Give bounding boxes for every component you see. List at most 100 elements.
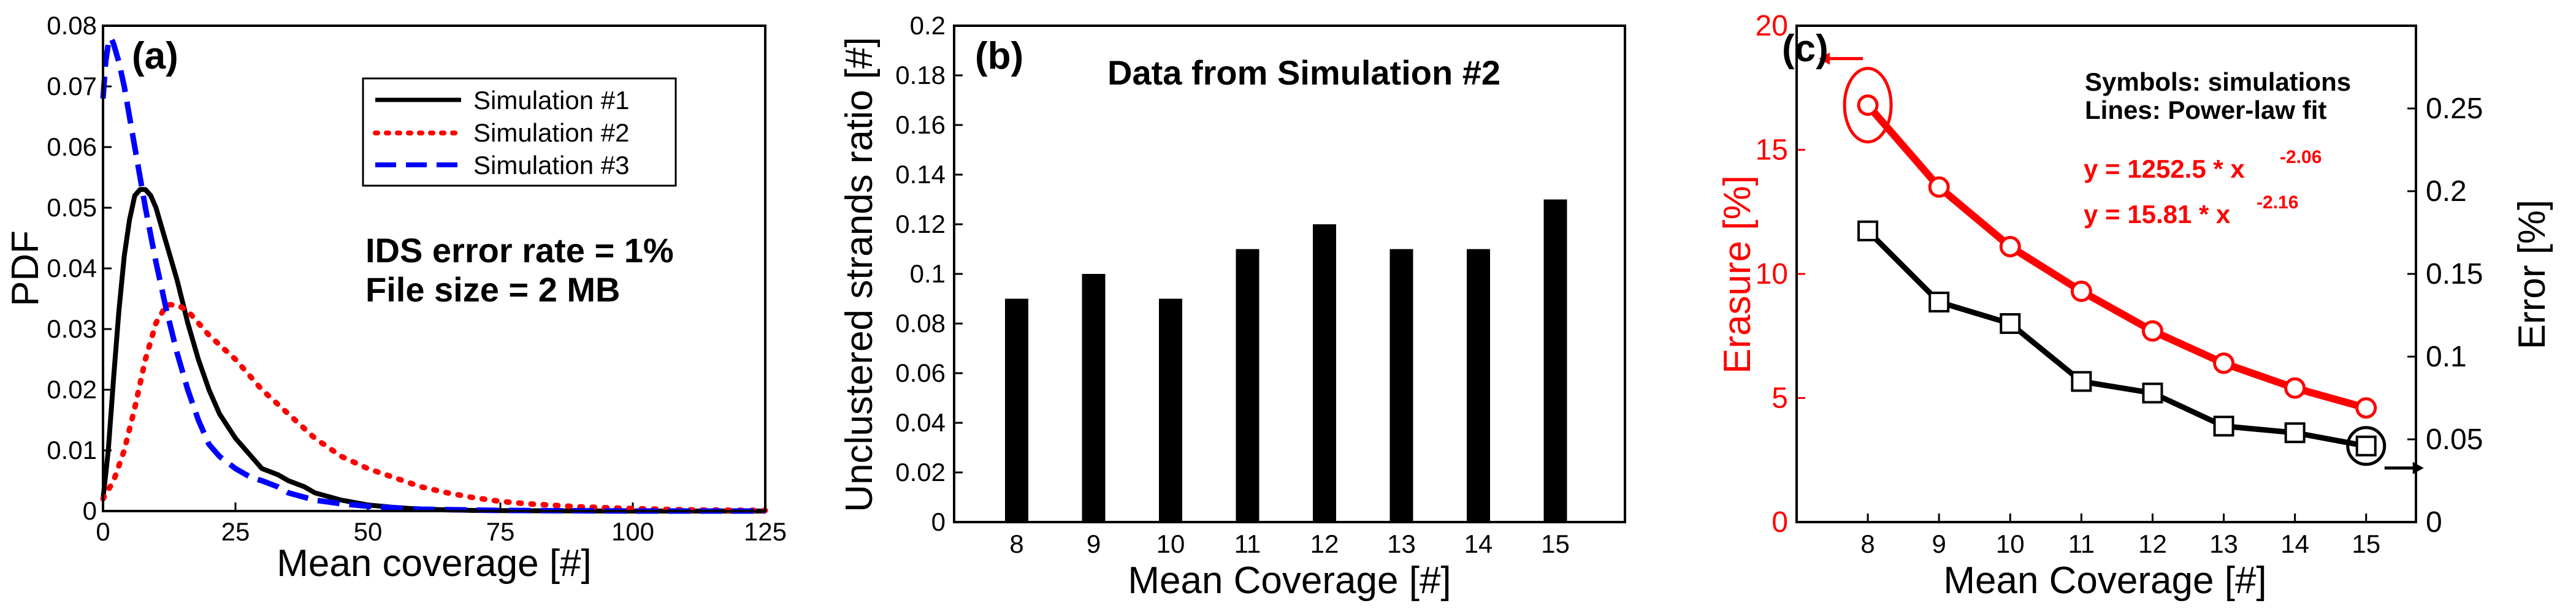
x-tick-label: 125: [744, 517, 787, 546]
y-left-tick-label: 10: [1756, 258, 1788, 290]
panel-a-ylabel: PDF: [4, 230, 47, 306]
y-tick-label: 0.02: [47, 375, 97, 404]
panel-b: 0 0.02 0.04 0.06 0.08 0.1 0.12 0.14 0.16 0.18 0.2 8…: [838, 11, 1626, 602]
panel-a-series: [100, 35, 768, 514]
y-tick-label: 0.06: [895, 358, 946, 387]
y-tick-label: 0.18: [895, 61, 946, 89]
marker-erasure-8: [1857, 94, 1879, 116]
bar-coverage-14: [1467, 249, 1490, 522]
y-tick-label: 0.06: [47, 132, 97, 161]
x-tick-label: 12: [1310, 529, 1339, 558]
y-tick-label: 0.1: [910, 259, 946, 288]
erasure-axis-indicator-ellipse: [1843, 67, 1893, 144]
panel-a: 0 25 50 75 100 125 0 0.01 0.02 0.03 0.04 0.05 0.06 0.…: [4, 11, 787, 585]
panel-b-bars: [1005, 199, 1567, 522]
y-left-tick-label: 20: [1756, 10, 1788, 42]
x-tick-label: 10: [1996, 529, 2025, 558]
y-right-tick-label: 0.2: [2426, 175, 2467, 208]
marker-error-12: [2142, 382, 2163, 404]
panel-c-ylabel-right: Error [%]: [2511, 200, 2553, 350]
panel-a-plot-frame: [102, 25, 766, 512]
panel-b-xlabel: Mean Coverage [#]: [1128, 559, 1451, 602]
fit-line-error: [1865, 229, 2367, 449]
y-tick-label: 0.08: [895, 309, 946, 338]
x-tick-label: 100: [611, 517, 654, 546]
marker-erasure-9: [1928, 176, 1950, 198]
marker-erasure-15: [2355, 397, 2377, 419]
x-tick-label: 15: [2352, 529, 2380, 558]
fit-label-error-exponent: -2.16: [2257, 192, 2298, 213]
bar-coverage-8: [1005, 298, 1028, 522]
y-left-tick-label: 5: [1771, 382, 1788, 415]
x-tick-label: 25: [221, 517, 250, 546]
panel-c-xlabel: Mean Coverage [#]: [1943, 559, 2266, 602]
x-tick-label: 12: [2138, 529, 2167, 558]
x-tick-label: 75: [486, 517, 515, 546]
x-tick-label: 10: [1156, 529, 1185, 558]
x-tick-label: 13: [1387, 529, 1416, 558]
bar-coverage-15: [1543, 199, 1567, 522]
y-right-tick-label: 0.15: [2426, 258, 2483, 290]
y-tick-label: 0.04: [895, 408, 946, 437]
error-axis-indicator-circle: [2346, 426, 2387, 466]
x-tick-label: 9: [1087, 529, 1101, 558]
fit-line-erasure: [1865, 102, 2368, 412]
panel-b-title: Data from Simulation #2: [1107, 53, 1500, 92]
bar-coverage-10: [1159, 298, 1182, 522]
marker-erasure-13: [2213, 352, 2235, 374]
y-tick-label: 0.16: [895, 110, 946, 139]
x-tick-label: 9: [1932, 529, 1946, 558]
y-tick-label: 0.08: [47, 11, 97, 40]
panel-b-plot-frame: [953, 25, 1626, 523]
panel-a-ticks: 0 25 50 75 100 125 0 0.01 0.02 0.03 0.04 0.05 0.06 0.…: [47, 11, 787, 546]
legend-label-sim1: Simulation #1: [473, 86, 629, 115]
panel-a-xlabel: Mean coverage [#]: [277, 542, 592, 585]
y-tick-label: 0.04: [47, 254, 97, 282]
panel-b-ticks: 0 0.02 0.04 0.06 0.08 0.1 0.12 0.14 0.16 0.18 0.2 8…: [895, 11, 1570, 558]
bar-coverage-12: [1313, 224, 1336, 522]
x-tick-label: 11: [2068, 529, 2095, 558]
x-tick-label: 0: [96, 517, 110, 546]
y-right-tick-label: 0.25: [2426, 93, 2483, 125]
panel-a-annotation-error-rate: IDS error rate = 1%: [365, 231, 674, 270]
bar-coverage-9: [1082, 274, 1106, 522]
panel-c-annotation-symbols: Symbols: simulations: [2085, 67, 2351, 96]
panel-c-annotation-lines: Lines: Power-law fit: [2085, 96, 2326, 124]
marker-erasure-12: [2141, 320, 2163, 342]
marker-erasure-14: [2284, 377, 2306, 399]
x-tick-label: 15: [1541, 529, 1570, 558]
x-tick-label: 50: [354, 517, 383, 546]
panel-c-fit-label-erasure: y = 1252.5 * x -2.06: [2084, 147, 2322, 183]
marker-error-14: [2284, 422, 2306, 444]
panel-b-ylabel: Unclustered strands ratio [#]: [838, 37, 881, 512]
panel-a-annotation-file-size: File size = 2 MB: [365, 270, 621, 309]
y-tick-label: 0: [931, 507, 946, 536]
panel-c-label: (c): [1782, 28, 1829, 70]
series-line-simulation-3: [100, 35, 765, 514]
y-tick-label: 0.14: [895, 160, 946, 189]
legend-label-sim3: Simulation #3: [473, 151, 629, 180]
erasure-axis-arrow-head: [1819, 52, 1830, 65]
panel-a-legend-box: [362, 77, 677, 187]
fit-label-erasure-exponent: -2.06: [2280, 147, 2322, 167]
panel-c: 8 9 10 11 12 13 14 15 0 5 10 15 20 0 0.05 0.1 0.15 0.2 0.2…: [1716, 10, 2553, 602]
y-tick-label: 0.03: [47, 314, 97, 343]
marker-erasure-11: [2070, 280, 2092, 302]
fit-label-erasure-base: y = 1252.5 * x: [2084, 154, 2245, 183]
x-tick-label: 14: [2280, 529, 2309, 558]
y-tick-label: 0.02: [895, 458, 946, 487]
panel-c-series: [1819, 52, 2424, 474]
panel-a-label: (a): [132, 35, 178, 77]
y-tick-label: 0.2: [910, 11, 946, 40]
panel-c-ticks: 8 9 10 11 12 13 14 15 0 5 10 15 20 0 0.05 0.1 0.15 0.2 0.2…: [1756, 10, 2483, 558]
marker-error-11: [2071, 371, 2092, 392]
panel-c-ylabel-left: Erasure [%]: [1716, 175, 1759, 374]
x-tick-label: 13: [2209, 529, 2238, 558]
y-tick-label: 0.07: [47, 72, 97, 100]
y-left-tick-label: 15: [1756, 134, 1788, 167]
marker-error-15: [2355, 435, 2377, 457]
x-tick-label: 8: [1009, 529, 1023, 558]
y-right-tick-label: 0.1: [2426, 341, 2467, 373]
y-tick-label: 0.05: [47, 193, 97, 222]
panel-c-fit-label-error: y = 15.81 * x -2.16: [2084, 192, 2298, 229]
